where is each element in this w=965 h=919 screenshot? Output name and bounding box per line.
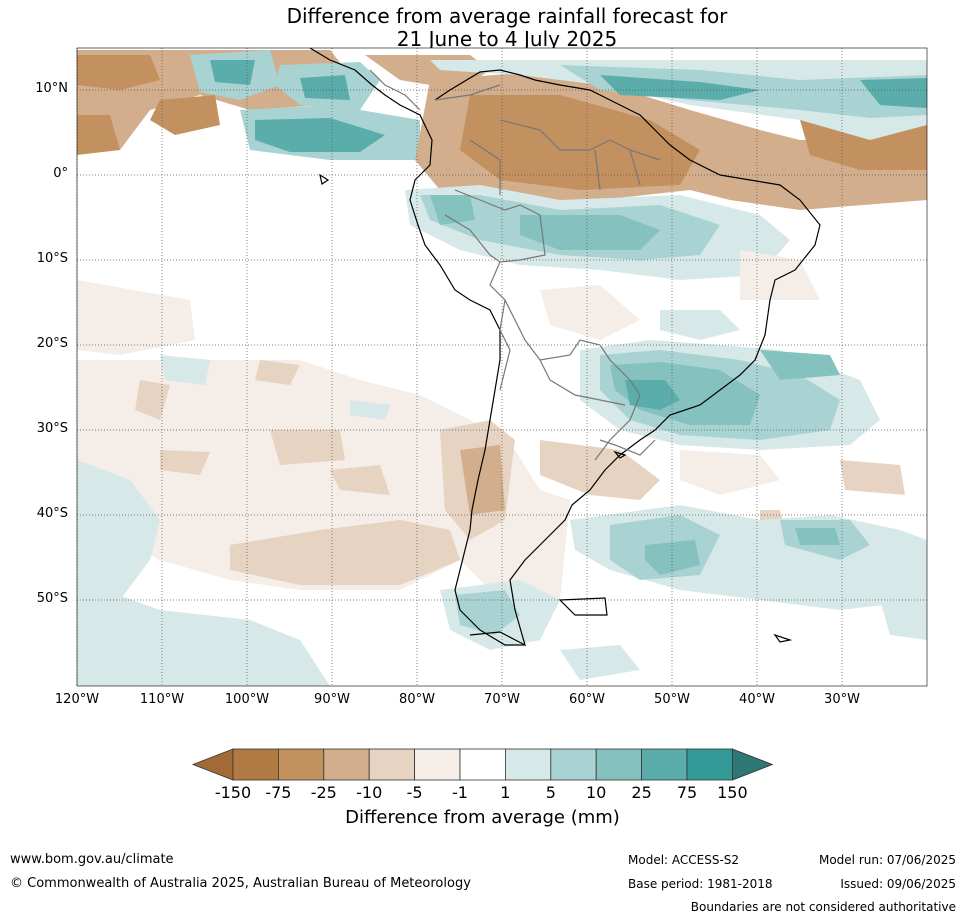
colorbar-tick-label: 25 [631,783,652,802]
longitude-label: 30°W [824,692,860,707]
longitude-label: 110°W [139,692,185,707]
latitude-label: 10°N [35,81,68,96]
colorbar-segment [459,748,506,781]
country-borders [369,69,661,461]
longitude-label: 60°W [569,692,605,707]
colorbar-tick-label: -10 [356,783,383,802]
colorbar-arrow-high [732,748,774,781]
colorbar-segment [595,748,643,781]
colorbar-tick-label: -1 [452,783,468,802]
coastline [309,48,821,647]
colorbar-title: Difference from average (mm) [345,807,620,828]
chart-title-line-1: Difference from average rainfall forecas… [286,4,728,28]
longitude-label: 70°W [484,692,520,707]
copyright-text: © Commonwealth of Australia 2025, Austra… [10,876,471,891]
colorbar [191,748,774,781]
colorbar-tick-label: 5 [545,783,556,802]
colorbar-segment [323,748,370,781]
model-text: Model: ACCESS-S2 [628,853,740,867]
colorbar-tick-label: 150 [717,783,748,802]
model-run-text: Model run: 07/06/2025 [818,853,956,867]
colorbar-tick-label: 75 [676,783,698,802]
latitude-label: 20°S [36,336,68,351]
colorbar-segment [277,748,325,781]
colorbar-segment [232,748,279,781]
longitude-label: 80°W [399,692,435,707]
anomaly-field [77,48,927,686]
disclaimer-text: Boundaries are not considered authoritat… [690,900,956,914]
colorbar-tick-label: -150 [214,783,252,802]
colorbar-arrow-low [191,748,234,781]
colorbar-tick-label: 10 [586,783,607,802]
base-period-text: Base period: 1981-2018 [628,877,773,891]
colorbar-segment [641,748,688,781]
colorbar-tick-label: -75 [265,783,292,802]
issued-text: Issued: 09/06/2025 [840,877,956,891]
colorbar-segment [368,748,416,781]
longitude-label: 100°W [224,692,270,707]
colorbar-segment [686,748,733,781]
longitude-label: 40°W [739,692,775,707]
latitude-label: 30°S [36,421,68,436]
colorbar-segment [550,748,597,781]
chart-title-line-2: 21 June to 4 July 2025 [396,27,618,51]
website-link[interactable]: www.bom.gov.au/climate [10,852,174,867]
longitude-label: 120°W [54,692,100,707]
colorbar-tick-label: 1 [500,783,511,802]
latitude-label: 10°S [36,251,68,266]
latitude-label: 0° [53,166,68,181]
longitude-label: 50°W [654,692,690,707]
graticule [76,48,927,686]
longitude-label: 90°W [314,692,350,707]
colorbar-segment [414,748,461,781]
latitude-label: 40°S [36,506,68,521]
latitude-label: 50°S [36,591,68,606]
colorbar-tick-label: -5 [406,783,423,802]
colorbar-segment [504,748,552,781]
colorbar-tick-label: -25 [310,783,337,802]
